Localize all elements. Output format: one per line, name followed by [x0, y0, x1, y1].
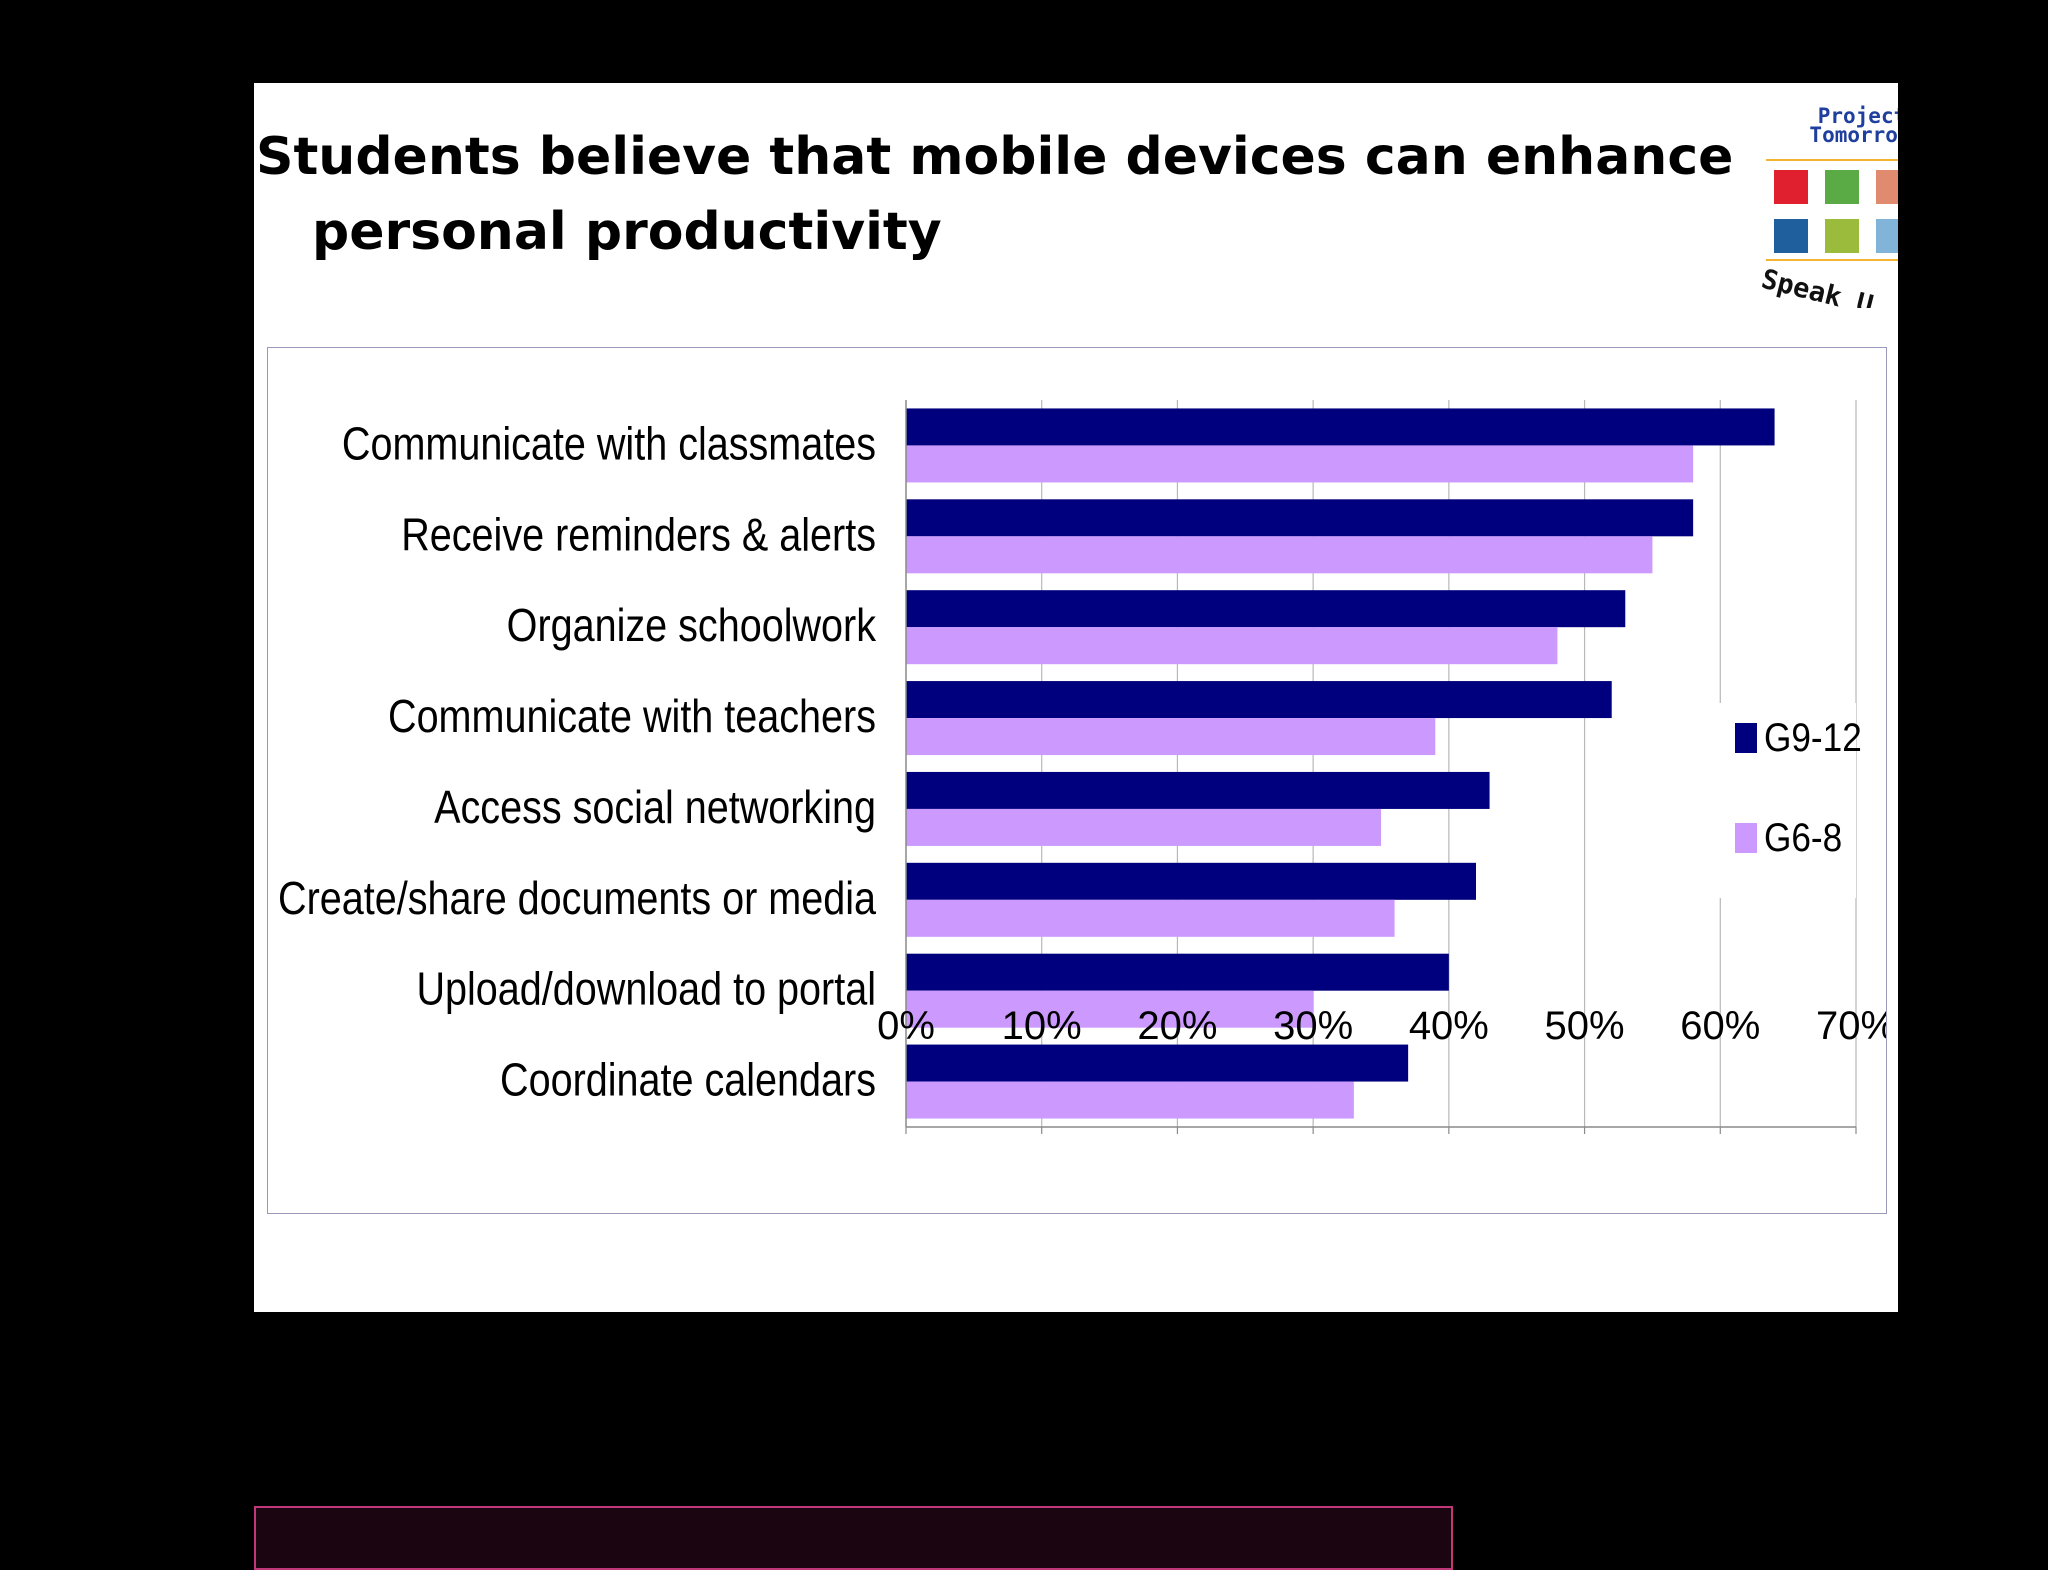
category-label: Upload/download to portal: [416, 964, 876, 1015]
project-tomorrow-logo: Project Tomorrow Speak U: [1758, 104, 1898, 308]
x-tick-label: 30%: [1273, 1004, 1353, 1048]
logo-square-salmon: [1876, 170, 1898, 204]
bar-g6-8: [906, 808, 1381, 846]
bar-g6-8: [906, 990, 1314, 1028]
bottom-banner: [254, 1506, 1453, 1570]
bar-g9-12: [906, 953, 1449, 991]
bar-g6-8: [906, 718, 1436, 756]
logo-text-speak-up: Speak U: [1758, 264, 1876, 308]
axes: [905, 400, 1857, 1134]
category-label: Access social networking: [434, 782, 876, 833]
category-label: Create/share documents or media: [278, 873, 876, 924]
logo-square-blue: [1774, 219, 1808, 253]
legend: G9-12 G6-8: [1716, 703, 1862, 898]
legend-label-g9-12: G9-12: [1764, 715, 1862, 760]
legend-swatch-g9-12: [1735, 723, 1757, 753]
category-label: Communicate with teachers: [388, 691, 876, 742]
logo-square-red: [1774, 170, 1808, 204]
category-label: Coordinate calendars: [500, 1055, 876, 1106]
category-label: Communicate with classmates: [342, 419, 876, 470]
chart: 0% 10% 20% 30% 40% 50% 60% 70% Communicate with …: [278, 400, 1886, 1134]
category-label: Organize schoolwork: [507, 600, 877, 651]
bars: [906, 408, 1775, 1119]
labels: 0% 10% 20% 30% 40% 50% 60% 70% Communicate with …: [278, 419, 1886, 1107]
bar-g6-8: [906, 1081, 1354, 1119]
slide-title-line-2: personal productivity: [312, 202, 942, 262]
x-tick-label: 0%: [877, 1004, 935, 1048]
x-tick-label: 40%: [1409, 1004, 1489, 1048]
bar-g9-12: [906, 1044, 1409, 1082]
bar-g6-8: [906, 445, 1694, 483]
x-tick-label: 20%: [1137, 1004, 1217, 1048]
slide: Students believe that mobile devices can…: [254, 83, 1898, 1312]
bar-g9-12: [906, 408, 1775, 446]
slide-title-line-1: Students believe that mobile devices can…: [256, 127, 1734, 187]
logo-text-project: Project: [1818, 104, 1898, 128]
x-tick-label: 50%: [1545, 1004, 1625, 1048]
logo-text-tomorrow: Tomorrow: [1809, 123, 1898, 147]
bar-g6-8: [906, 899, 1395, 937]
bar-g9-12: [906, 499, 1694, 537]
logo-square-lime: [1825, 219, 1859, 253]
bar-g9-12: [906, 681, 1612, 719]
logo-square-green: [1825, 170, 1859, 204]
bar-g6-8: [906, 627, 1558, 665]
bar-g9-12: [906, 771, 1490, 809]
logo-square-lightblue: [1876, 219, 1898, 253]
legend-label-g6-8: G6-8: [1764, 815, 1842, 860]
x-tick-label: 10%: [1002, 1004, 1082, 1048]
bar-g6-8: [906, 536, 1653, 574]
x-tick-label: 70%: [1816, 1004, 1886, 1048]
x-tick-label: 60%: [1680, 1004, 1760, 1048]
bar-g9-12: [906, 590, 1626, 628]
category-label: Receive reminders & alerts: [401, 510, 876, 561]
legend-swatch-g6-8: [1735, 823, 1757, 853]
bar-g9-12: [906, 862, 1476, 900]
chart-frame: 0% 10% 20% 30% 40% 50% 60% 70% Communicate with …: [267, 347, 1887, 1214]
